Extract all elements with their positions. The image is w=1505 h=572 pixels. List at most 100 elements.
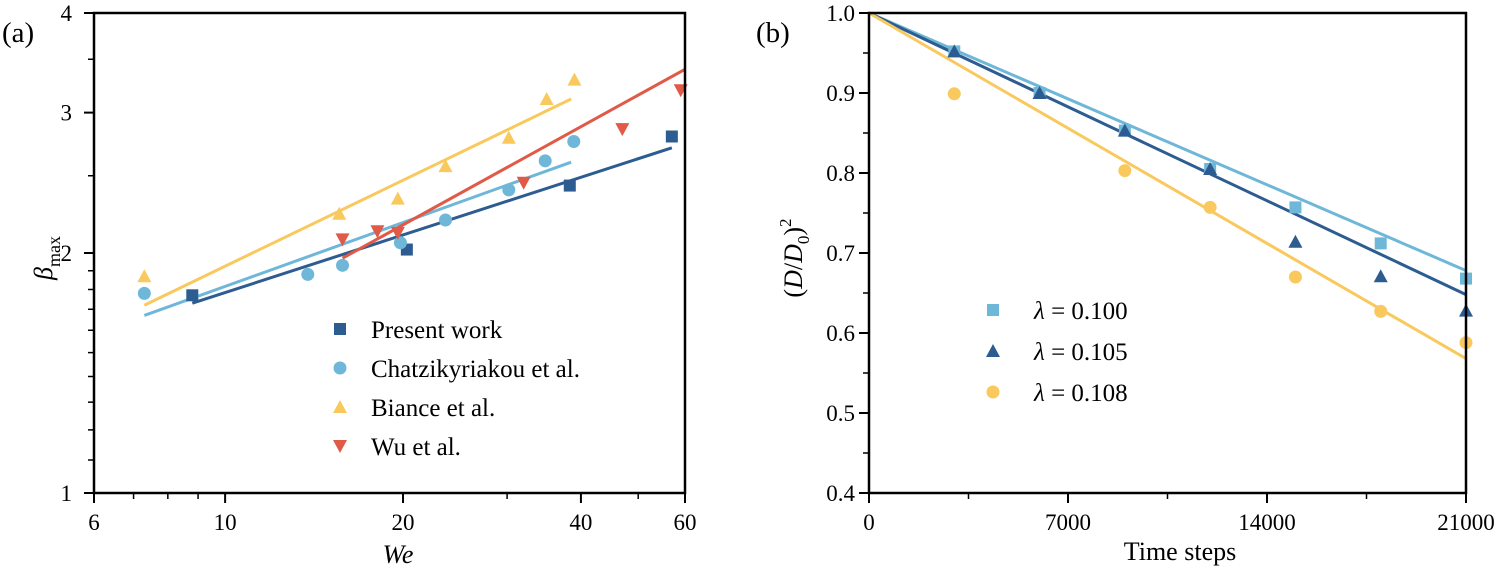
legend-marker-present-work bbox=[334, 323, 346, 335]
panel-a-frame bbox=[92, 11, 687, 495]
data-point-wu-et-al bbox=[615, 123, 630, 137]
panel-b-y-axis-label: (D/D0)2 bbox=[776, 218, 813, 297]
y-tick-label: 4 bbox=[61, 1, 73, 26]
x-tick-label: 40 bbox=[569, 510, 592, 535]
fit-line-biance-et-al bbox=[143, 97, 572, 307]
data-point-biance-et-al bbox=[567, 72, 582, 86]
data-point-0-108 bbox=[1288, 270, 1302, 284]
fit-line-chatzikyriakou-et-al bbox=[143, 160, 572, 317]
x-tick-label: 20 bbox=[392, 510, 415, 535]
fit-line-present-work bbox=[191, 146, 673, 305]
panel-a-x-axis-label: We bbox=[383, 540, 414, 569]
panel-b-y-axis-d: D bbox=[779, 270, 808, 290]
data-point-present-work bbox=[665, 130, 678, 143]
legend-value: = 0.108 bbox=[1045, 380, 1128, 407]
x-tick-label: 60 bbox=[674, 510, 697, 535]
data-point-0-105 bbox=[1203, 162, 1218, 175]
x-tick-label: 14000 bbox=[1238, 510, 1296, 535]
data-point-chatzikyriakou-et-al bbox=[439, 213, 453, 227]
panel-b-y-axis-sub0: 0 bbox=[794, 236, 813, 245]
data-point-biance-et-al bbox=[332, 206, 347, 220]
panel-b-fit-lines bbox=[868, 11, 1467, 360]
data-point-biance-et-al bbox=[539, 92, 554, 106]
y-tick-label: 0.6 bbox=[826, 321, 855, 346]
x-tick-label: 7000 bbox=[1045, 510, 1091, 535]
data-point-chatzikyriakou-et-al bbox=[336, 258, 350, 272]
legend-value: = 0.105 bbox=[1045, 339, 1128, 366]
legend-marker-chatzikyriakou-et-al bbox=[333, 361, 347, 375]
data-point-chatzikyriakou-et-al bbox=[502, 183, 516, 197]
x-tick-label: 10 bbox=[214, 510, 237, 535]
data-point-0-108 bbox=[1203, 200, 1217, 214]
legend-marker-biance-et-al bbox=[333, 400, 347, 413]
y-tick-label: 1 bbox=[61, 481, 73, 506]
panel-a-tick-labels: 6 10 20 40 60 1 2 3 4 bbox=[61, 1, 697, 535]
panel-b-y-axis-sup2: 2 bbox=[776, 218, 795, 227]
data-point-chatzikyriakou-et-al bbox=[137, 286, 151, 300]
panel-b-y-axis-paren-open: ( bbox=[779, 289, 808, 298]
legend-marker-0-105 bbox=[986, 344, 1000, 357]
data-point-present-work bbox=[563, 179, 576, 192]
fit-line-wu-et-al bbox=[341, 67, 686, 260]
data-point-wu-et-al bbox=[370, 225, 385, 239]
legend-value: = 0.100 bbox=[1045, 298, 1128, 325]
legend-label-wu-et-al: Wu et al. bbox=[371, 434, 461, 461]
y-tick-label: 1.0 bbox=[826, 1, 855, 26]
data-point-chatzikyriakou-et-al bbox=[538, 154, 552, 168]
fit-line-0-108 bbox=[868, 11, 1467, 360]
data-point-biance-et-al bbox=[137, 269, 152, 283]
data-point-chatzikyriakou-et-al bbox=[567, 134, 581, 148]
data-point-0-100 bbox=[1289, 201, 1302, 214]
data-point-chatzikyriakou-et-al bbox=[393, 236, 407, 250]
panel-b-x-axis-label: Time steps bbox=[1124, 537, 1236, 566]
data-point-0-108 bbox=[947, 87, 961, 101]
data-point-present-work bbox=[186, 289, 199, 302]
panel-a-legend: Present work Chatzikyriakou et al. Biance … bbox=[333, 317, 580, 461]
data-point-wu-et-al bbox=[335, 233, 350, 247]
panel-a-y-axis-subscript: max bbox=[44, 236, 64, 267]
y-tick-label: 0.9 bbox=[826, 81, 855, 106]
panel-a-ticks bbox=[84, 12, 686, 503]
legend-label-0-105: λ = 0.105 bbox=[1033, 339, 1128, 366]
panel-b-ticks bbox=[859, 12, 1467, 503]
panel-a-fit-lines bbox=[143, 67, 686, 317]
panel-b-label: (b) bbox=[756, 17, 790, 49]
legend-marker-0-108 bbox=[986, 385, 1000, 399]
data-point-0-105 bbox=[1117, 123, 1132, 137]
data-point-chatzikyriakou-et-al bbox=[301, 267, 315, 281]
panel-b-y-axis-paren-close: ) bbox=[779, 227, 808, 236]
legend-marker-0-100 bbox=[987, 304, 999, 316]
y-tick-label: 0.5 bbox=[826, 401, 855, 426]
data-point-0-100 bbox=[1374, 237, 1387, 250]
legend-label-0-100: λ = 0.100 bbox=[1033, 298, 1128, 325]
data-point-biance-et-al bbox=[390, 191, 405, 205]
panel-b-data-points bbox=[947, 44, 1473, 350]
panel-a-y-axis-symbol: β bbox=[29, 267, 58, 281]
panel-a-y-axis-label: βmax bbox=[29, 236, 64, 281]
fit-line-0-100 bbox=[868, 11, 1467, 272]
legend-lambda-symbol: λ bbox=[1033, 339, 1045, 366]
legend-lambda-symbol: λ bbox=[1033, 380, 1045, 407]
y-tick-label: 2 bbox=[61, 241, 73, 266]
panel-b-y-axis-d0: D bbox=[779, 244, 808, 264]
x-tick-label: 0 bbox=[863, 510, 875, 535]
data-point-0-105 bbox=[1032, 86, 1047, 99]
panel-a-data-points bbox=[137, 72, 688, 302]
data-point-0-105 bbox=[1373, 269, 1388, 283]
data-point-wu-et-al bbox=[516, 176, 531, 190]
panel-a: (a) 6 10 20 40 60 1 2 3 4 We βmax Present work Ch… bbox=[2, 1, 697, 569]
legend-label-0-108: λ = 0.108 bbox=[1033, 380, 1128, 407]
legend-marker-wu-et-al bbox=[333, 440, 347, 453]
legend-label-biance-et-al: Biance et al. bbox=[371, 395, 495, 422]
legend-label-chatzikyriakou-et-al: Chatzikyriakou et al. bbox=[371, 356, 580, 383]
legend-lambda-symbol: λ bbox=[1033, 298, 1045, 325]
data-point-biance-et-al bbox=[438, 159, 453, 173]
panel-b-frame bbox=[867, 11, 1468, 495]
data-point-biance-et-al bbox=[501, 130, 516, 144]
data-point-wu-et-al bbox=[390, 226, 405, 240]
y-tick-label: 3 bbox=[61, 101, 73, 126]
data-point-0-105 bbox=[1288, 234, 1303, 248]
y-tick-label: 0.4 bbox=[826, 481, 855, 506]
